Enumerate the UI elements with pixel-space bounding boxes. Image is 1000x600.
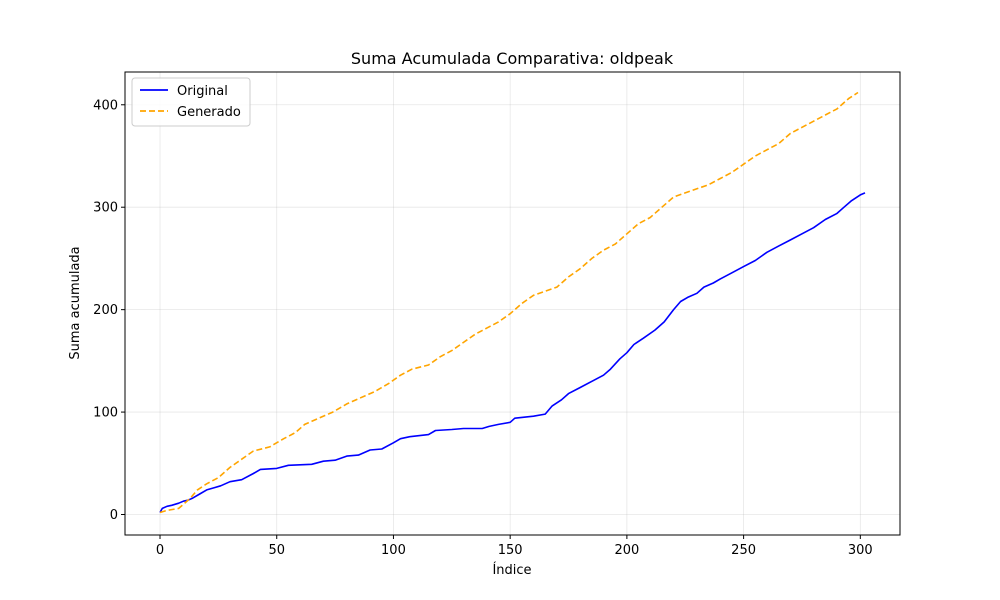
series-lines [159,91,866,514]
plot-frame [124,71,901,536]
y-tick-label: 200 [93,303,118,318]
legend: Original Generado [131,77,251,127]
legend-label-original: Original [177,84,228,99]
series-line-generado [159,91,859,514]
legend-label-generado: Generado [177,105,241,120]
y-tick-label: 400 [93,98,118,113]
grid [125,72,900,535]
x-tick-label: 0 [156,543,164,558]
x-axis-title: Índice [492,562,531,578]
axis-ticks: 0 50 100 150 200 250 300 0 100 200 300 400 [93,98,873,558]
chart-title: Suma Acumulada Comparativa: oldpeak [351,49,674,68]
x-tick-label: 150 [498,543,523,558]
y-axis-title: Suma acumulada [68,246,83,359]
x-tick-label: 300 [848,543,873,558]
y-tick-label: 300 [93,201,118,216]
x-tick-label: 100 [381,543,406,558]
y-tick-label: 100 [93,406,118,421]
series-line-original [159,192,866,513]
x-tick-label: 250 [731,543,756,558]
x-tick-label: 200 [614,543,639,558]
x-tick-label: 50 [268,543,285,558]
y-tick-label: 0 [110,508,118,523]
